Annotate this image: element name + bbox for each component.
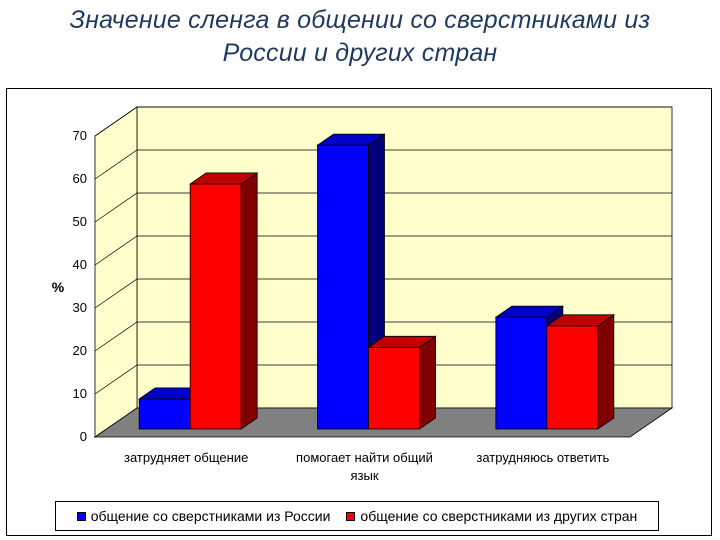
- y-tick-label: 0: [80, 429, 87, 444]
- gridline: [94, 235, 672, 266]
- y-axis-ticks: 0 10 20 30 40 50 60 70: [73, 128, 87, 444]
- bar-top: [367, 335, 437, 348]
- bar: [545, 314, 616, 430]
- x-category-label: затрудняет общение: [124, 450, 248, 465]
- bar-top: [316, 133, 386, 146]
- y-tick-label: 50: [73, 214, 87, 229]
- bar-side: [419, 335, 436, 430]
- gridline: [94, 321, 672, 352]
- y-tick-label: 30: [73, 300, 87, 315]
- chart-bars: [137, 133, 616, 430]
- bar-top: [188, 172, 259, 185]
- y-tick-label: 70: [73, 128, 87, 143]
- gridline: [94, 149, 672, 180]
- legend-item: общение со сверстниками из России: [76, 508, 331, 524]
- x-category-label: язык: [350, 468, 378, 483]
- slide-title-line-2: России и других стран: [222, 39, 498, 67]
- x-category-label: затрудняюсь ответить: [476, 450, 609, 465]
- legend-swatch: [346, 511, 356, 521]
- bar: [188, 172, 259, 430]
- y-tick-label: 20: [73, 343, 87, 358]
- legend-label: общение со сверстниками из других стран: [360, 508, 638, 524]
- slide-title-line-1: Значение сленга в общении со сверстникам…: [69, 6, 651, 34]
- bar-front: [546, 325, 599, 430]
- chart-legend: общение со сверстниками из России общение…: [55, 501, 659, 531]
- x-category-label: помогает найти общий: [296, 450, 433, 465]
- bar-top: [545, 314, 616, 327]
- y-tick-label: 40: [73, 257, 87, 272]
- side-wall: [94, 106, 138, 438]
- x-axis-categories: затрудняет общение помогает найти общий яз…: [124, 450, 609, 483]
- gridline: [94, 192, 672, 223]
- bar: [367, 335, 437, 430]
- gridline: [94, 364, 672, 395]
- bar-front: [138, 398, 191, 430]
- legend-swatch: [76, 511, 86, 521]
- legend-label: общение со сверстниками из России: [90, 508, 331, 524]
- bar-front: [317, 144, 369, 430]
- bar-front: [189, 183, 242, 430]
- bar-side: [240, 172, 258, 430]
- bar-side: [597, 314, 615, 430]
- bar-top: [494, 305, 565, 318]
- y-axis-title: %: [52, 279, 65, 295]
- chart-gridlines: [94, 106, 672, 395]
- gridline: [94, 278, 672, 309]
- bar-front: [495, 316, 548, 430]
- bar-front: [368, 346, 420, 430]
- y-tick-label: 60: [73, 171, 87, 186]
- gridline: [94, 106, 672, 137]
- legend-item: общение со сверстниками из других стран: [346, 508, 637, 524]
- slide-title: Значение сленга в общении со сверстникам…: [0, 4, 720, 70]
- y-tick-label: 10: [73, 386, 87, 401]
